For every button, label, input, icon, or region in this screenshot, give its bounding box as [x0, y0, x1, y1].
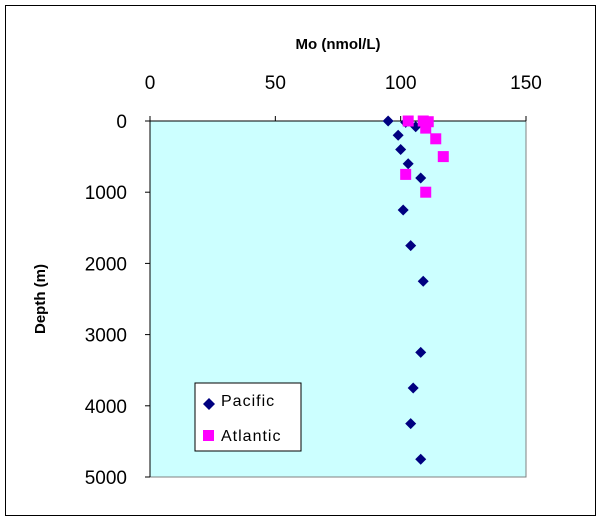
pacific-point: [402, 158, 414, 170]
pacific-point: [405, 240, 417, 252]
y-tick-label: 4000: [85, 397, 127, 418]
pacific-point: [397, 204, 409, 216]
tick-labels: 0 50 100 150 0 1000 2000 3000 4000 5000: [85, 73, 542, 489]
legend-pacific-label: Pacific: [221, 393, 275, 410]
atlantic-point: [420, 122, 432, 134]
x-tick-label: 0: [145, 73, 156, 94]
y-axis-title: Depth (m): [32, 264, 49, 334]
x-tick-label: 100: [385, 73, 417, 94]
legend-pacific-marker: [203, 398, 215, 410]
pacific-point: [415, 172, 427, 184]
data-points: [382, 115, 449, 465]
pacific-point: [405, 418, 417, 430]
pacific-point: [395, 143, 407, 155]
y-tick-label: 3000: [85, 326, 127, 347]
x-tick-label: 50: [265, 73, 286, 94]
atlantic-point: [402, 115, 414, 127]
y-tick-label: 2000: [85, 254, 127, 275]
legend-atlantic-marker: [203, 430, 214, 441]
pacific-point: [392, 129, 404, 141]
x-axis-title: Mo (nmol/L): [296, 36, 381, 53]
pacific-point: [417, 275, 429, 287]
pacific-point: [382, 115, 394, 127]
y-tick-label: 1000: [85, 183, 127, 204]
pacific-point: [415, 453, 427, 465]
atlantic-point: [430, 133, 442, 145]
legend-atlantic-label: Atlantic: [221, 428, 281, 445]
y-tick-label: 5000: [85, 468, 127, 489]
atlantic-point: [437, 151, 449, 163]
atlantic-point: [400, 168, 412, 180]
pacific-point: [415, 346, 427, 358]
atlantic-point: [420, 186, 432, 198]
x-tick-label: 150: [510, 73, 542, 94]
axes: [145, 116, 527, 478]
pacific-point: [407, 382, 419, 394]
atlantic-point: [422, 116, 434, 128]
y-tick-label: 0: [116, 112, 127, 133]
legend: Pacific Atlantic: [194, 382, 302, 452]
